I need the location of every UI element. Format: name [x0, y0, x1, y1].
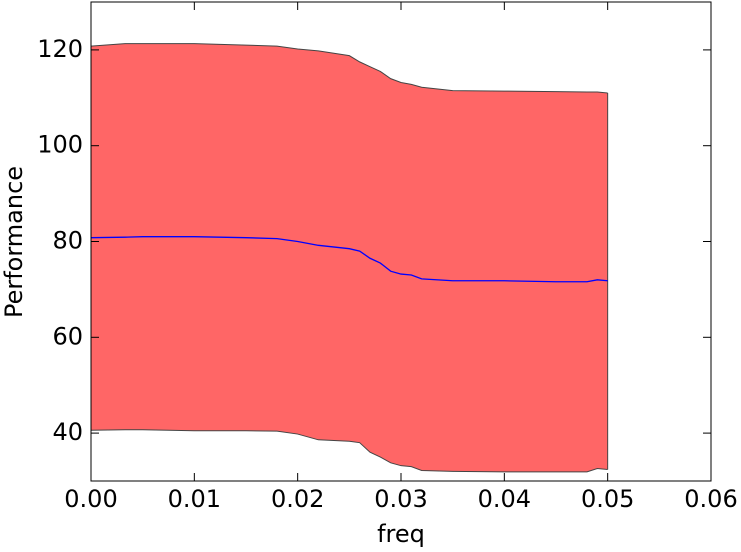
y-axis-label: Performance	[0, 166, 28, 318]
y-tick-label: 40	[52, 418, 83, 446]
x-tick-label: 0.00	[64, 485, 117, 513]
y-tick-label: 100	[37, 131, 83, 159]
x-tick-label: 0.05	[581, 485, 634, 513]
mean-line	[90, 236, 608, 283]
y-tick-label: 60	[52, 322, 83, 350]
band-upper-edge	[90, 43, 608, 94]
x-axis-label: freq	[377, 520, 425, 548]
x-tick-label: 0.04	[478, 485, 531, 513]
x-tick-label: 0.06	[684, 485, 737, 513]
band-lower-edge	[90, 429, 608, 473]
x-tick-label: 0.03	[374, 485, 427, 513]
y-tick-label: 120	[37, 35, 83, 63]
x-tick-label: 0.01	[168, 485, 221, 513]
band	[91, 43, 608, 472]
x-tick-label: 0.02	[271, 485, 324, 513]
y-tick-label: 80	[52, 227, 83, 255]
